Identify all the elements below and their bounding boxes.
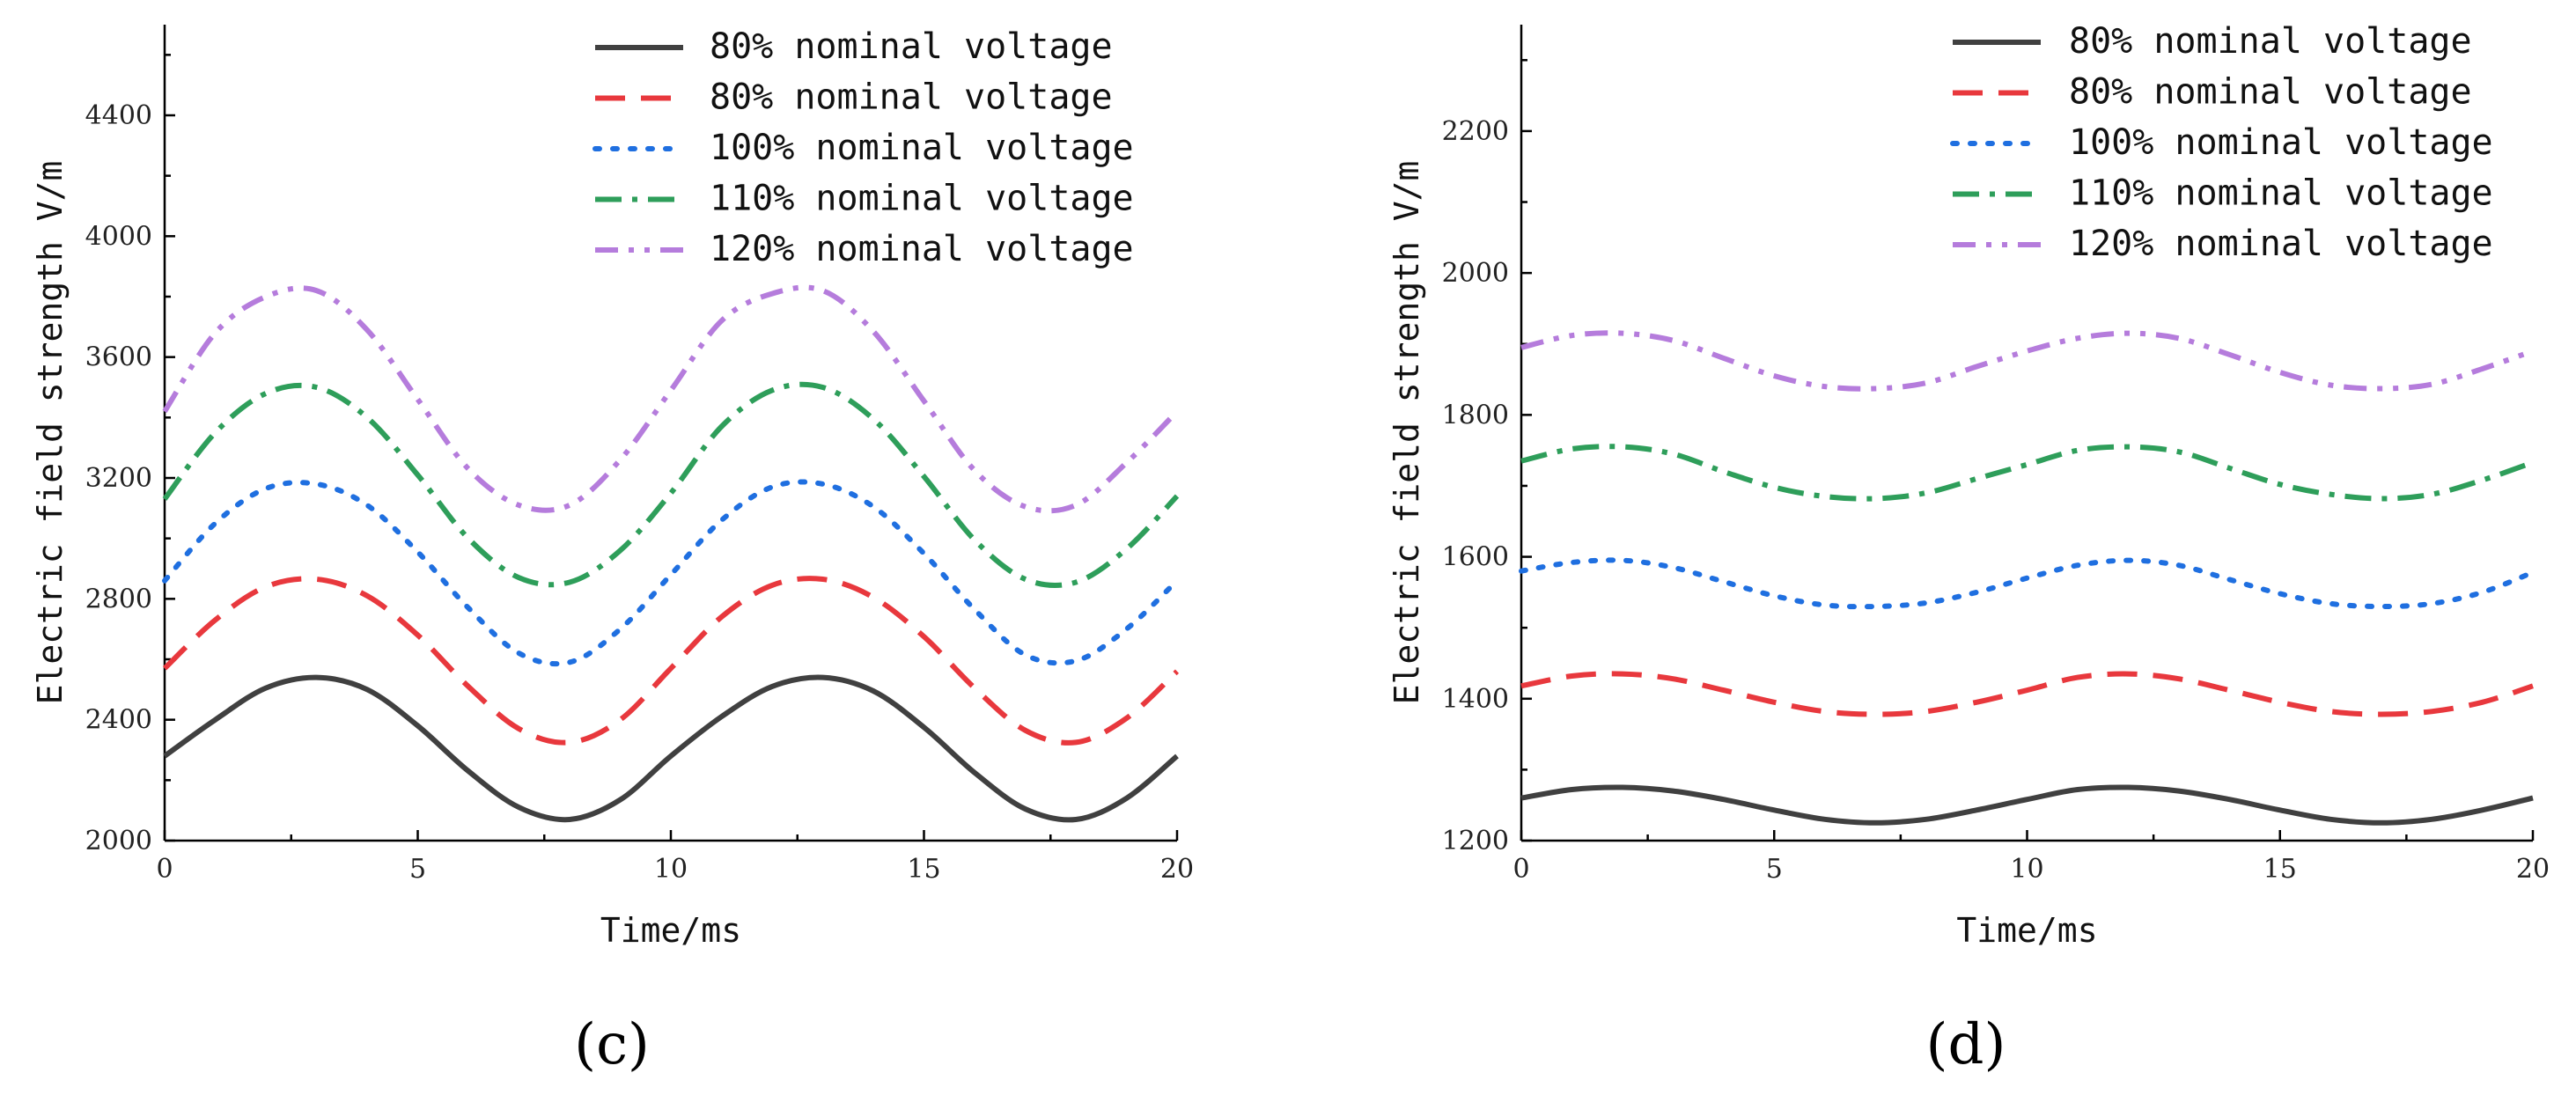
x-tick-label: 5	[409, 854, 426, 885]
chart-panel-c: 2000 2400 2800 3200 3600 4000 4400 0 5 10 15 20 Time…	[31, 25, 1194, 1077]
series-line-d-5	[1520, 330, 2535, 392]
y-tick-label: 1400	[1442, 684, 1509, 715]
x-tick-label: 20	[2516, 854, 2550, 885]
y-tick-label: 2800	[85, 584, 152, 614]
series-line-c-1	[163, 674, 1179, 823]
y-tick-label: 4000	[85, 221, 152, 252]
panel-label-d: (d)	[1926, 1012, 2006, 1077]
y-tick-label: 2000	[85, 826, 152, 856]
x-tick-label: 0	[1512, 854, 1529, 885]
series-line-d-2	[1520, 671, 2534, 717]
series-line-d-4	[1520, 444, 2534, 502]
legend-label-c-4: 110% nominal voltage	[710, 179, 1134, 219]
series-line-c-2	[162, 576, 1180, 746]
series-line-c-4	[162, 381, 1180, 589]
y-tick-label: 4400	[85, 100, 152, 131]
x-tick-label: 0	[156, 854, 173, 885]
y-tick-label: 2400	[85, 705, 152, 736]
y-tick-label: 3200	[85, 463, 152, 494]
x-tick-label: 10	[2010, 854, 2043, 885]
y-tick-label: 1600	[1442, 542, 1509, 573]
series-line-d-3	[1519, 557, 2536, 610]
series-line-d-1	[1520, 784, 2534, 826]
legend-label-d-1: 80% nominal voltage	[2069, 21, 2472, 62]
panel-label-c: (c)	[574, 1012, 650, 1077]
y-tick-label: 3600	[85, 342, 152, 373]
y-tick-label: 1800	[1442, 400, 1509, 430]
chart-panel-d: 1200 1400 1600 1800 2000 2200 0 5 10 15 20 Time/ms E…	[1387, 21, 2550, 1077]
legend-label-d-5: 120% nominal voltage	[2069, 224, 2493, 264]
y-tick-label: 2000	[1442, 258, 1509, 289]
y-axis-label-c: Electric field strength V/m	[31, 161, 70, 705]
y-tick-label: 1200	[1442, 826, 1509, 856]
x-axis-label-c: Time/ms	[600, 911, 741, 950]
x-tick-label: 10	[654, 854, 688, 885]
y-axis-label-d: Electric field strength V/m	[1387, 161, 1426, 705]
legend-label-c-2: 80% nominal voltage	[710, 77, 1113, 118]
x-tick-label: 20	[1160, 854, 1194, 885]
legend-label-c-1: 80% nominal voltage	[710, 26, 1113, 67]
x-axis-label-d: Time/ms	[1956, 911, 2097, 950]
legend-label-d-2: 80% nominal voltage	[2069, 72, 2472, 113]
series-line-c-3	[162, 479, 1180, 667]
legend-label-c-5: 120% nominal voltage	[710, 229, 1134, 269]
x-tick-label: 15	[907, 854, 940, 885]
x-tick-label: 15	[2263, 854, 2297, 885]
legend-label-d-4: 110% nominal voltage	[2069, 173, 2493, 214]
legend-label-d-3: 100% nominal voltage	[2069, 122, 2493, 163]
series-line-c-5	[162, 284, 1180, 514]
x-tick-label: 5	[1766, 854, 1783, 885]
legend-label-c-3: 100% nominal voltage	[710, 128, 1134, 168]
y-tick-label: 2200	[1442, 116, 1509, 147]
